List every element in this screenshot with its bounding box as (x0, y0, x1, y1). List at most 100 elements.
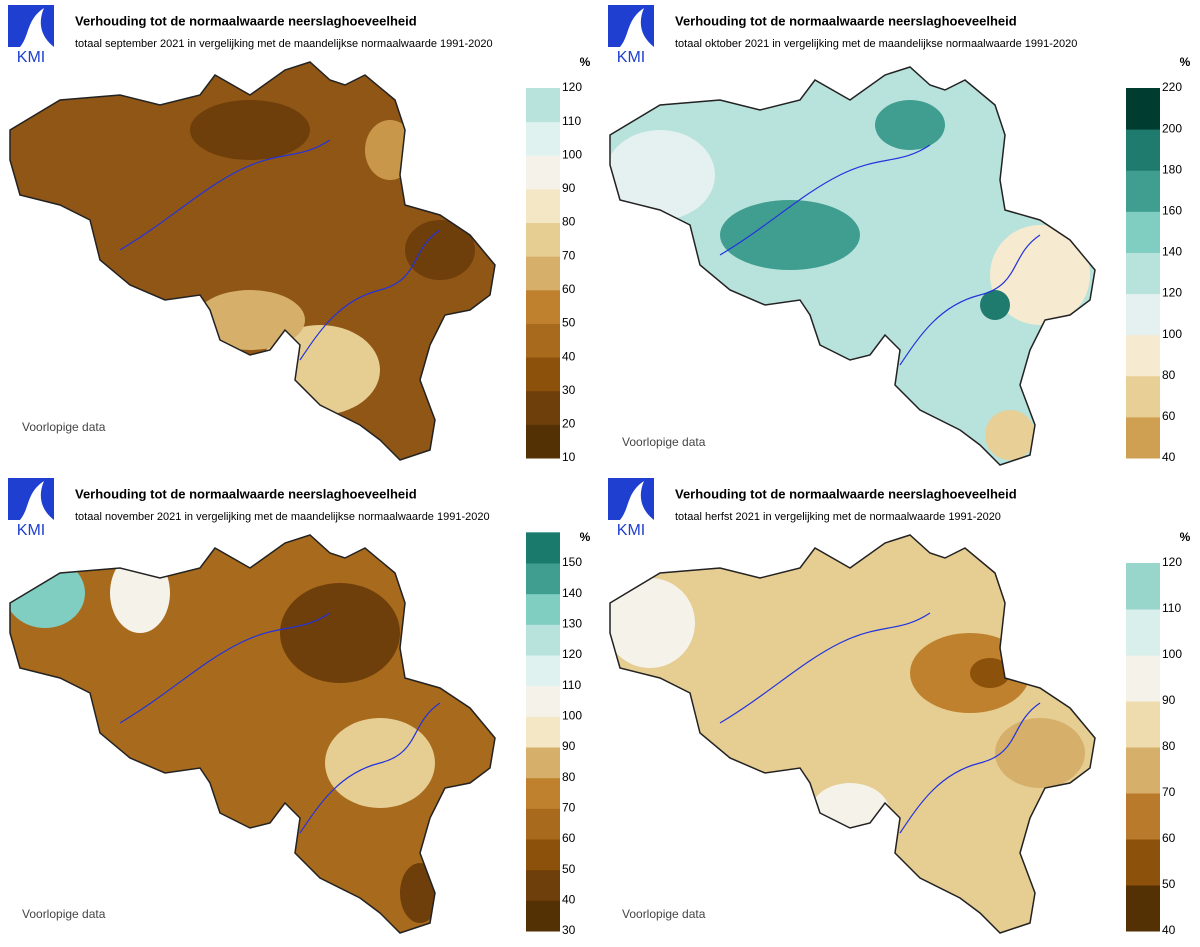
legend-tick-label: 40 (562, 893, 576, 907)
map-region (980, 290, 1010, 320)
map-region (970, 658, 1010, 688)
precipitation-map (610, 67, 1095, 465)
title: Verhouding tot de normaalwaarde neerslag… (675, 486, 1017, 501)
legend-swatch (1126, 609, 1160, 656)
precipitation-map (10, 62, 495, 460)
subtitle: totaal herfst 2021 in vergelijking met d… (675, 511, 1001, 523)
legend-tick-label: 90 (1162, 693, 1176, 707)
logo-text: KMI (617, 49, 645, 66)
river (119, 612, 441, 834)
legend-swatch (526, 357, 560, 392)
legend-tick-label: 70 (1162, 785, 1176, 799)
legend-tick-label: 30 (562, 923, 576, 937)
legend-tick-label: 130 (562, 617, 582, 631)
legend-swatch (526, 424, 560, 459)
legend-tick-label: 140 (1162, 245, 1182, 259)
legend-tick-label: 140 (562, 586, 582, 600)
legend-swatch (526, 532, 560, 564)
legend-tick-label: 160 (1162, 204, 1182, 218)
legend-tick-label: 80 (1162, 739, 1176, 753)
legend-tick-label: 50 (1162, 877, 1176, 891)
legend-swatch (1126, 88, 1160, 130)
legend-swatch (526, 808, 560, 840)
legend-swatch (526, 121, 560, 156)
legend-swatch (1126, 334, 1160, 377)
legend-swatch (526, 88, 560, 123)
map-region (365, 120, 415, 180)
legend-swatch (526, 323, 560, 358)
country-border (9, 534, 496, 934)
legend-swatch (526, 222, 560, 257)
map-region (110, 553, 170, 633)
legend-swatch (526, 777, 560, 809)
legend-tick-label: 80 (562, 770, 576, 784)
map-region (400, 863, 440, 923)
legend-tick-label: 90 (562, 181, 576, 195)
legend-swatch (526, 390, 560, 425)
map-region (195, 290, 305, 350)
legend-tick-label: 60 (1162, 831, 1176, 845)
legend-tick-label: 100 (562, 709, 582, 723)
map-region (405, 220, 475, 280)
map-region (990, 225, 1090, 325)
logo-wave (20, 8, 54, 47)
legend-tick-label: 70 (562, 248, 576, 262)
map-panel: KMI Verhouding tot de normaalwaarde neers… (8, 478, 591, 937)
legend-unit: % (580, 530, 591, 544)
legend-swatch (1126, 885, 1160, 932)
legend-tick-label: 40 (1162, 450, 1176, 464)
note: Voorlopige data (22, 907, 106, 921)
legend-swatch (526, 869, 560, 901)
river (719, 144, 1041, 366)
logo-text: KMI (617, 522, 645, 539)
legend-swatch (526, 685, 560, 717)
legend-tick-label: 40 (562, 349, 576, 363)
note: Voorlopige data (622, 435, 706, 449)
legend-unit: % (580, 55, 591, 69)
subtitle: totaal september 2021 in vergelijking me… (75, 38, 493, 50)
legend-swatch (526, 289, 560, 324)
map-region (280, 583, 400, 683)
legend-tick-label: 120 (562, 647, 582, 661)
legend-swatch (526, 593, 560, 625)
legend-swatch (1126, 747, 1160, 794)
legend-swatch (526, 155, 560, 190)
legend-swatch (526, 188, 560, 224)
legend-swatch (526, 716, 560, 748)
map-region (190, 100, 310, 160)
logo-text: KMI (17, 49, 45, 66)
legend-tick-label: 60 (1162, 409, 1176, 423)
map-region (720, 200, 860, 270)
legend-swatch (1126, 170, 1160, 212)
legend-swatch (526, 624, 560, 656)
subtitle: totaal oktober 2021 in vergelijking met … (675, 38, 1077, 50)
legend-tick-label: 60 (562, 282, 576, 296)
river (119, 139, 441, 361)
river (719, 612, 1041, 834)
legend-unit: % (1180, 55, 1191, 69)
legend-tick-label: 50 (562, 316, 576, 330)
legend-swatch (526, 563, 560, 595)
legend-swatch (1126, 655, 1160, 702)
title: Verhouding tot de normaalwaarde neerslag… (675, 13, 1017, 28)
country-border (609, 66, 1096, 466)
legend-tick-label: 100 (1162, 647, 1182, 661)
legend-swatch (1126, 211, 1160, 253)
map-region (985, 410, 1035, 460)
legend-tick-label: 150 (562, 555, 582, 569)
legend-tick-label: 120 (562, 80, 582, 94)
legend-tick-label: 110 (1162, 601, 1181, 615)
legend-swatch (1126, 416, 1160, 459)
legend-tick-label: 10 (562, 450, 576, 464)
map-region (10, 558, 85, 628)
map-panel: KMI Verhouding tot de normaalwaarde neers… (608, 5, 1191, 466)
legend-swatch (526, 747, 560, 779)
legend-tick-label: 100 (1162, 327, 1182, 341)
note: Voorlopige data (622, 907, 706, 921)
logo-text: KMI (17, 522, 45, 539)
legend-tick-label: 60 (562, 831, 576, 845)
legend-swatch (1126, 793, 1160, 840)
legend-tick-label: 90 (562, 739, 576, 753)
legend-swatch (1126, 839, 1160, 886)
